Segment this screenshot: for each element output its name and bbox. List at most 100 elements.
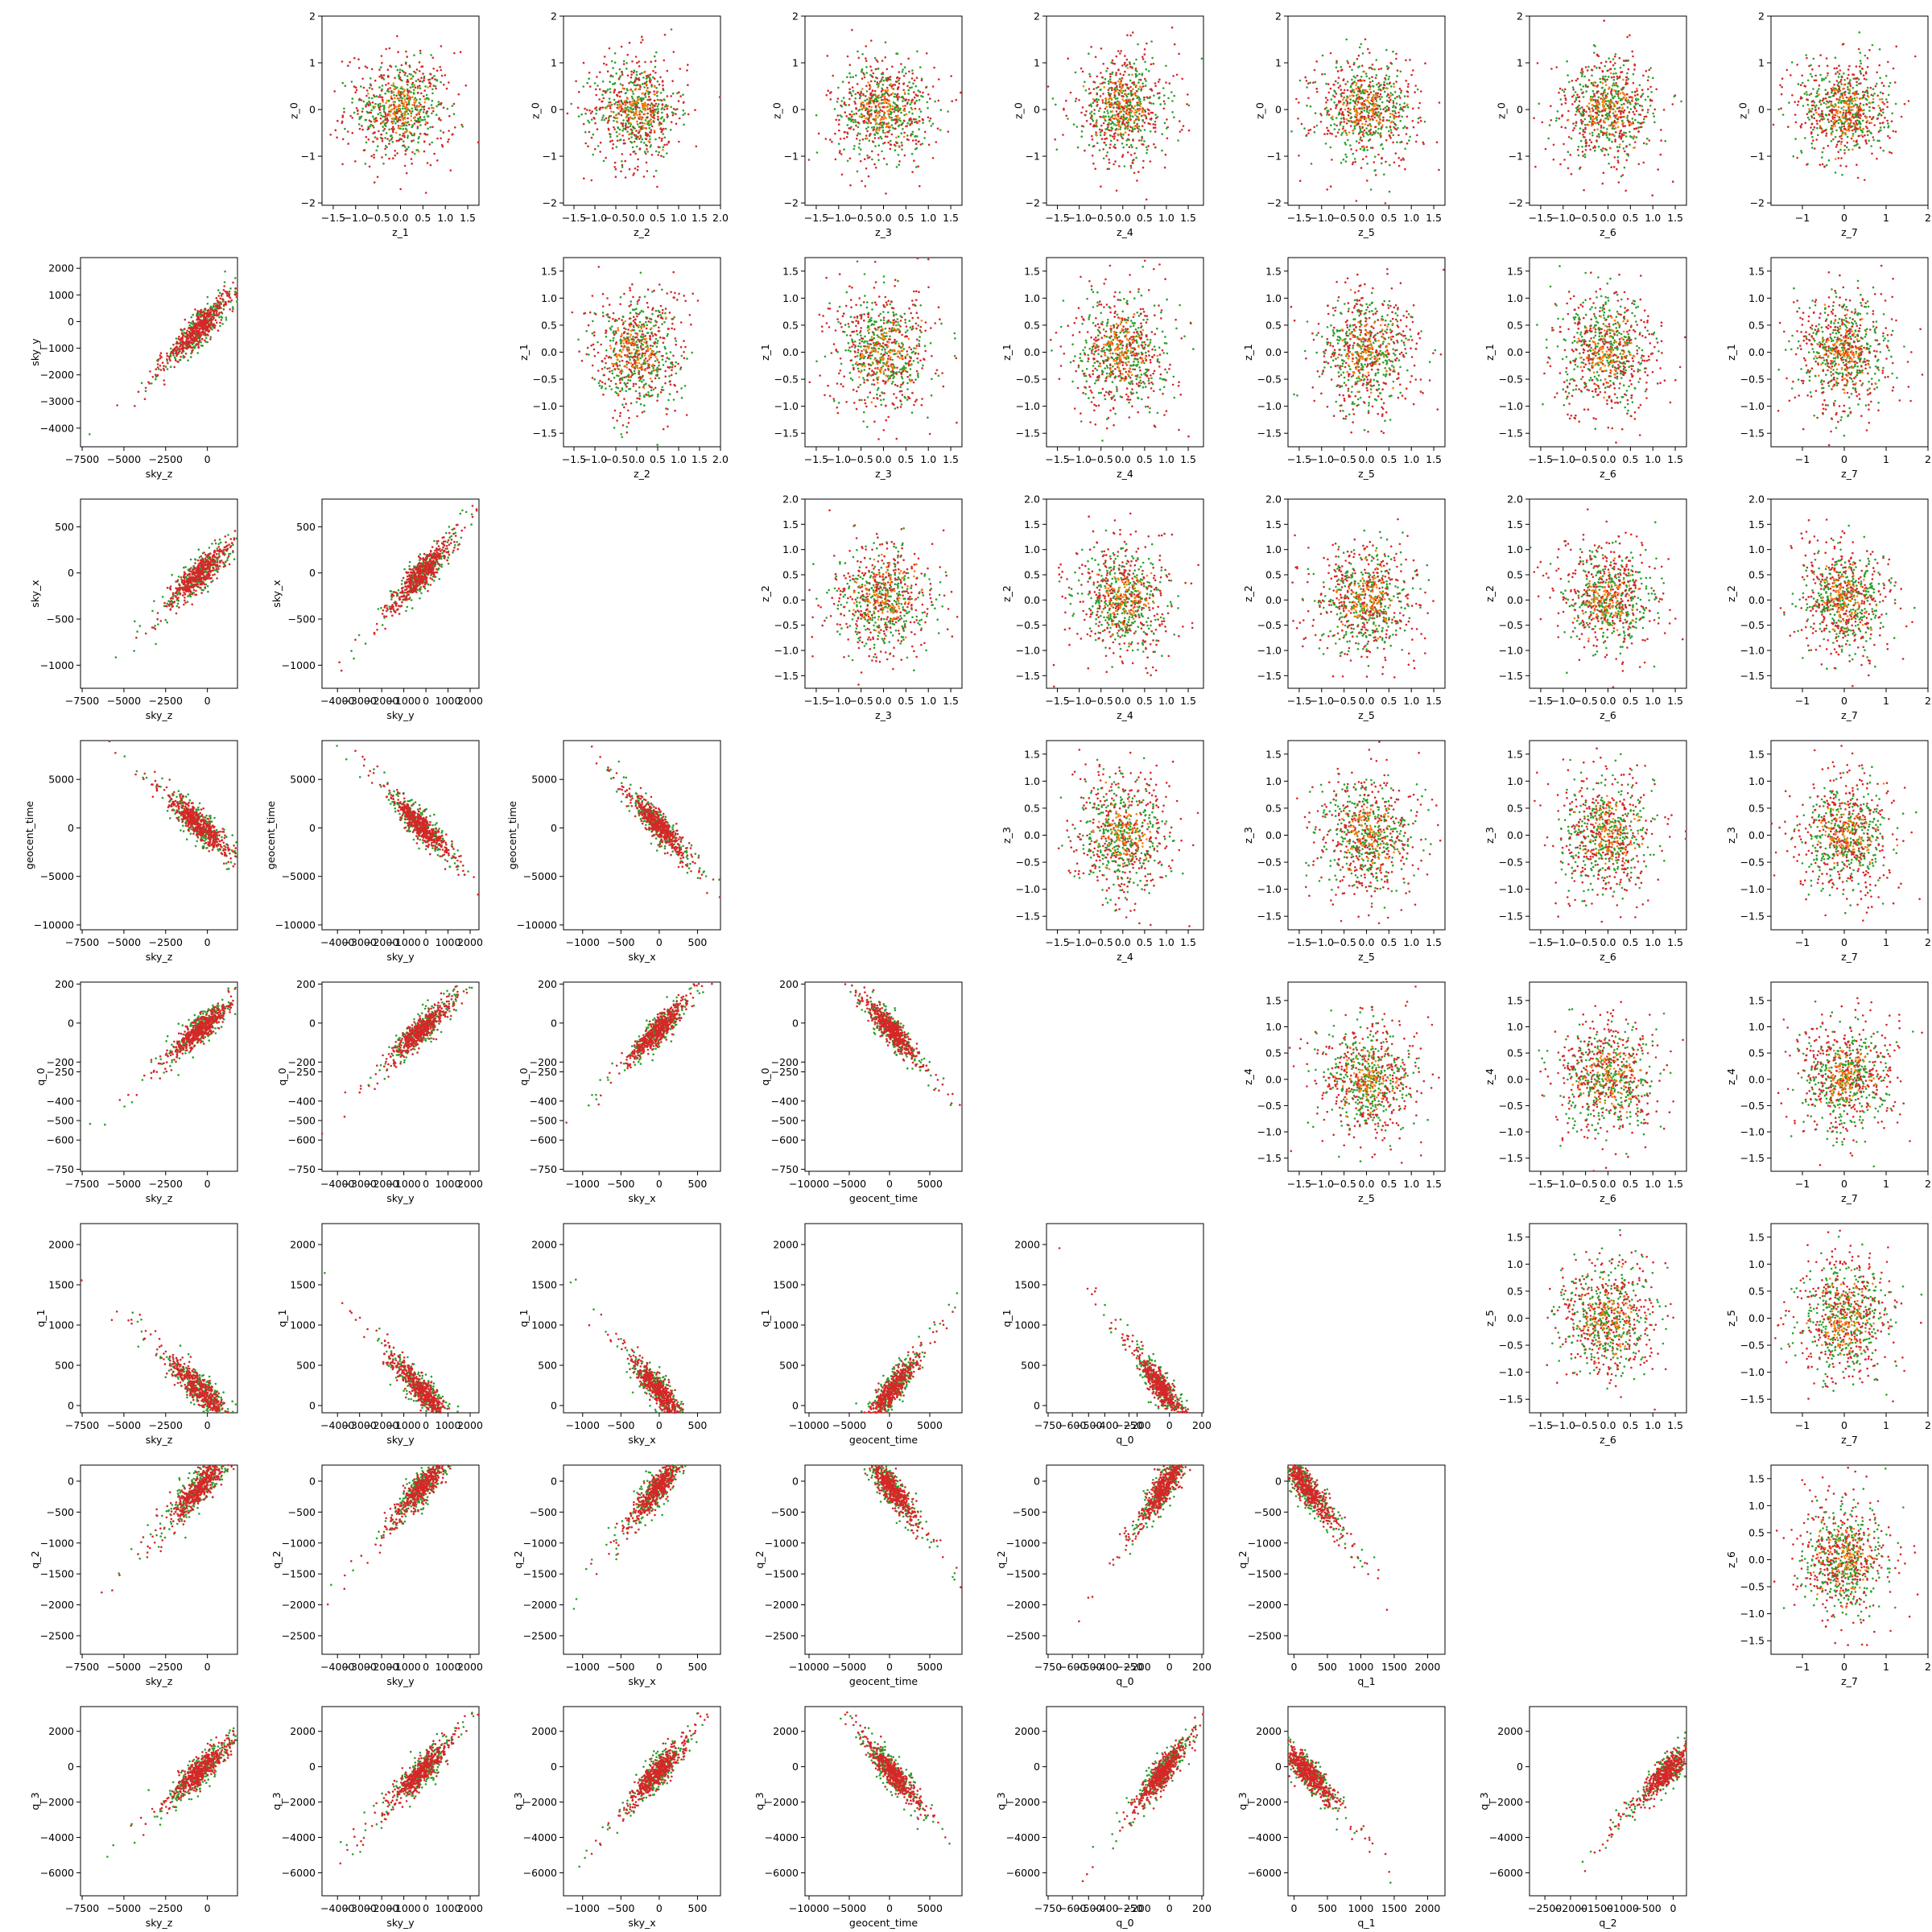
data-point <box>898 71 901 73</box>
data-point <box>657 154 659 156</box>
data-point <box>623 60 625 63</box>
data-point <box>618 92 621 94</box>
data-point <box>1095 56 1097 59</box>
data-point <box>663 156 665 159</box>
data-point <box>384 128 386 130</box>
data-point <box>440 138 442 140</box>
data-point <box>843 97 845 99</box>
data-point <box>1125 89 1127 92</box>
data-point <box>831 141 833 143</box>
data-point <box>347 64 349 67</box>
data-point <box>881 76 884 79</box>
data-point <box>1082 106 1084 109</box>
data-point <box>846 136 848 138</box>
data-point <box>423 89 426 92</box>
data-point <box>378 96 380 98</box>
data-point <box>643 86 646 89</box>
data-point <box>1146 118 1148 120</box>
data-point <box>357 58 360 60</box>
data-point <box>852 121 855 123</box>
data-point <box>875 114 877 117</box>
data-point <box>414 101 416 104</box>
data-point <box>583 85 585 88</box>
data-point <box>898 126 900 128</box>
data-point <box>401 86 403 89</box>
data-point <box>341 60 344 63</box>
data-point <box>1162 87 1165 89</box>
data-point <box>386 138 389 140</box>
data-point <box>650 129 653 131</box>
data-point <box>636 146 638 148</box>
data-point <box>892 93 894 95</box>
data-point <box>687 84 689 86</box>
data-point <box>1092 80 1095 83</box>
data-point <box>657 112 659 114</box>
data-point <box>665 128 667 130</box>
data-point <box>1096 119 1098 122</box>
data-point <box>856 138 858 140</box>
data-point <box>849 184 852 187</box>
data-point <box>864 158 866 160</box>
data-point <box>888 131 890 134</box>
data-point <box>369 126 371 128</box>
data-point <box>395 95 398 97</box>
data-point <box>932 85 935 88</box>
data-point <box>1084 150 1086 152</box>
data-point <box>947 130 950 133</box>
data-point <box>892 127 894 130</box>
data-point <box>412 76 415 78</box>
data-point <box>396 152 398 155</box>
data-point <box>1091 114 1093 117</box>
data-point <box>829 138 832 141</box>
data-point <box>857 83 859 85</box>
data-point <box>394 65 397 68</box>
data-point <box>1112 135 1114 138</box>
data-point <box>650 146 652 148</box>
data-point <box>658 99 661 101</box>
data-point <box>399 79 402 81</box>
data-point <box>414 104 416 106</box>
data-point <box>419 116 422 118</box>
data-point <box>613 143 615 146</box>
data-point <box>590 112 592 114</box>
data-point <box>1109 73 1112 76</box>
data-point <box>902 128 904 130</box>
data-point <box>1129 80 1132 82</box>
data-point <box>344 128 346 130</box>
data-point <box>878 114 881 117</box>
data-point <box>361 99 363 101</box>
data-point <box>854 102 857 105</box>
data-point <box>638 98 641 101</box>
data-point <box>897 52 899 55</box>
data-point <box>900 63 902 65</box>
data-point <box>1187 93 1189 96</box>
data-point <box>886 93 889 95</box>
data-point <box>588 77 590 80</box>
data-point <box>1132 139 1134 142</box>
y-tick-label: −2 <box>543 197 557 209</box>
data-point <box>645 127 647 130</box>
data-point <box>448 81 450 84</box>
data-point <box>646 134 648 137</box>
data-point <box>895 119 898 122</box>
data-point <box>1141 89 1143 91</box>
data-point <box>440 69 443 72</box>
data-point <box>389 87 391 89</box>
data-point <box>1153 126 1155 129</box>
data-point <box>406 101 408 104</box>
data-point <box>369 166 371 168</box>
data-point <box>403 89 406 91</box>
data-point <box>1096 126 1098 128</box>
data-point <box>904 92 906 94</box>
data-point <box>881 118 883 121</box>
data-point <box>1126 64 1129 66</box>
data-point <box>827 89 829 92</box>
data-point <box>683 124 685 126</box>
data-point <box>861 101 863 104</box>
x-tick-label: −0.5 <box>604 212 628 224</box>
data-point <box>594 82 597 85</box>
x-tick-label: −1.0 <box>344 212 368 224</box>
data-point <box>1145 85 1147 87</box>
data-point <box>624 104 626 106</box>
data-point <box>407 130 409 132</box>
